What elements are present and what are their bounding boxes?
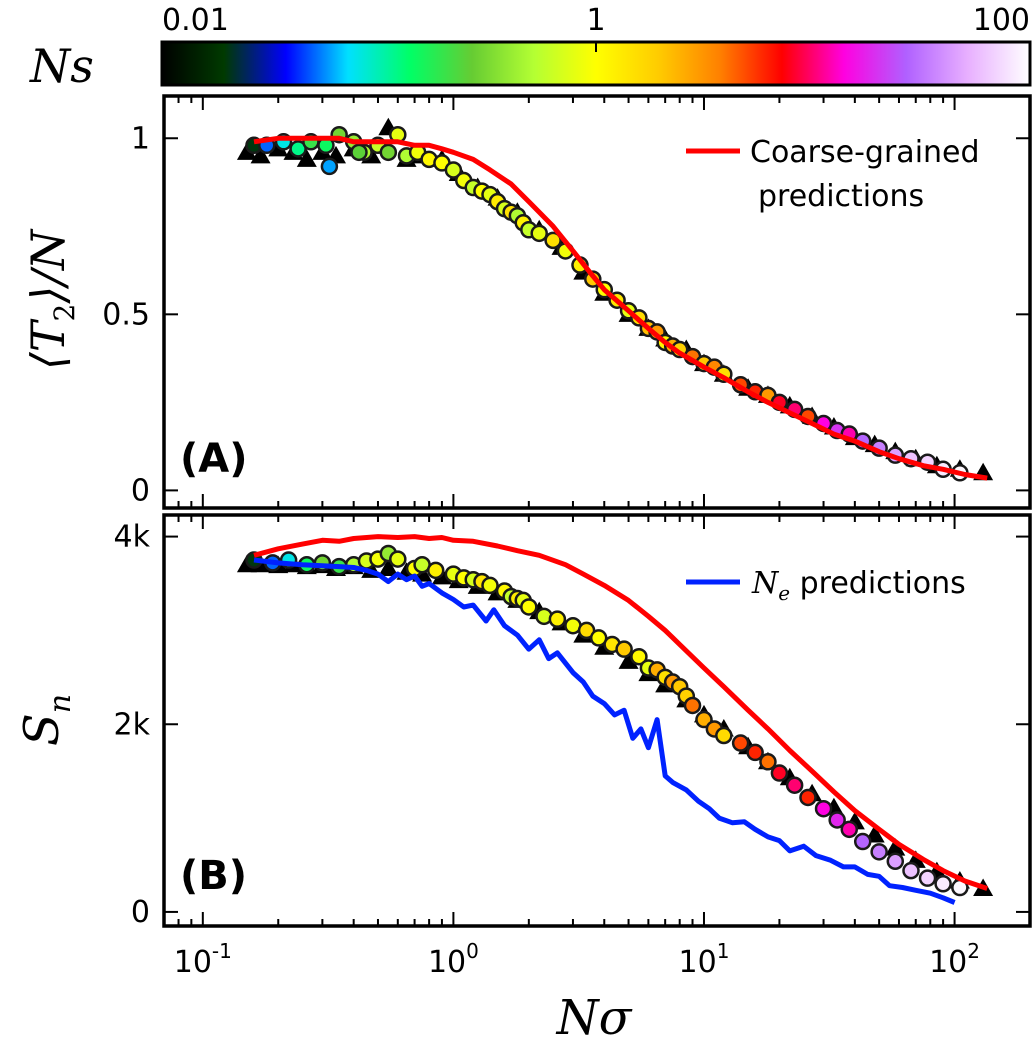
legend-ne-label: Ne predictions	[751, 566, 966, 605]
circle-point	[683, 696, 702, 715]
circle-point	[886, 852, 905, 871]
panel-a-legend: Coarse-grained predictions	[686, 135, 980, 214]
x-tick-label: 101	[679, 939, 730, 980]
circle-point	[548, 610, 567, 628]
x-tick-label: 100	[428, 939, 479, 980]
y-tick-label: 0.5	[102, 297, 150, 332]
circle-point	[289, 140, 307, 158]
panel-b-label: (B)	[180, 853, 247, 899]
panel-b-ylabel: Sn	[14, 694, 78, 746]
circle-point	[799, 788, 817, 807]
triangle-point	[885, 838, 906, 856]
legend-coarse-grained-line2: predictions	[758, 179, 924, 214]
circle-point	[630, 647, 648, 666]
circle-point	[770, 764, 789, 782]
circle-point	[902, 861, 920, 880]
circle-point	[444, 161, 463, 179]
y-tick-label: 2k	[114, 707, 151, 742]
circle-point	[615, 640, 633, 658]
circle-point	[715, 726, 733, 745]
colorbar-tick-label: 1	[586, 3, 605, 38]
circle-point	[379, 143, 398, 162]
y-tick-label: 4k	[114, 520, 151, 555]
y-tick-label: 1	[131, 121, 150, 156]
panel-a-frame	[162, 94, 1032, 510]
circle-point	[759, 753, 777, 771]
panel-a-ylabel: ⟨T2⟩/N	[21, 228, 81, 370]
circle-point	[350, 143, 368, 162]
panel-b-data	[236, 534, 994, 905]
panel-b-frame	[162, 513, 1032, 928]
circle-point	[577, 621, 596, 640]
panel-b: 0 2k 4k (B) Ne predictions Sn	[14, 513, 1032, 930]
triangle-point	[236, 142, 257, 160]
circle-point	[853, 832, 872, 851]
panel-a: 0 0.5 1 (A) Coarse-grained predictions ⟨T2…	[21, 94, 1032, 510]
triangle-point	[378, 558, 399, 576]
triangle-point	[250, 145, 271, 164]
colorbar-tick-label: 100	[973, 3, 1030, 38]
colorbar-tick-label: 0.01	[162, 3, 229, 38]
ne-predictions-line	[253, 557, 956, 905]
panel-a-label: (A)	[180, 436, 248, 482]
triangle-point	[618, 651, 639, 669]
circle-point	[481, 576, 499, 595]
circle-point	[785, 776, 804, 794]
circle-point	[389, 550, 407, 568]
circle-point	[918, 869, 937, 887]
panel-b-ticks: 0 2k 4k	[114, 515, 1031, 930]
circle-point	[814, 799, 833, 818]
circle-point	[934, 875, 952, 893]
triangle-point	[296, 149, 317, 167]
colorbar-label: Ns	[29, 39, 94, 93]
x-tick-label: 10-1	[174, 939, 232, 980]
coarse-grained-line	[253, 135, 988, 481]
y-tick-label: 0	[131, 895, 150, 930]
circle-point	[589, 629, 608, 647]
circle-point	[520, 598, 538, 616]
circle-point	[320, 157, 339, 176]
colorbar: 0.01 1 100 Ns	[29, 3, 1032, 93]
x-axis: 10-1 100 101 102	[174, 939, 980, 980]
x-tick-label: 102	[929, 939, 980, 980]
y-tick-label: 0	[131, 473, 150, 508]
circle-point	[746, 743, 764, 762]
circle-point	[530, 224, 548, 243]
circle-point	[731, 734, 750, 752]
x-axis-label: Nσ	[556, 990, 633, 1041]
circle-point	[840, 820, 859, 839]
coarse-grained-line	[253, 534, 988, 891]
circle-point	[544, 231, 562, 250]
circle-point	[828, 811, 846, 829]
circle-point	[426, 561, 445, 580]
panel-a-data	[236, 117, 994, 482]
circle-point	[870, 843, 888, 861]
colorbar-ticks: 0.01 1 100	[161, 3, 1031, 52]
panel-b-legend: Ne predictions	[686, 566, 966, 605]
legend-coarse-grained-line1: Coarse-grained	[750, 135, 980, 170]
